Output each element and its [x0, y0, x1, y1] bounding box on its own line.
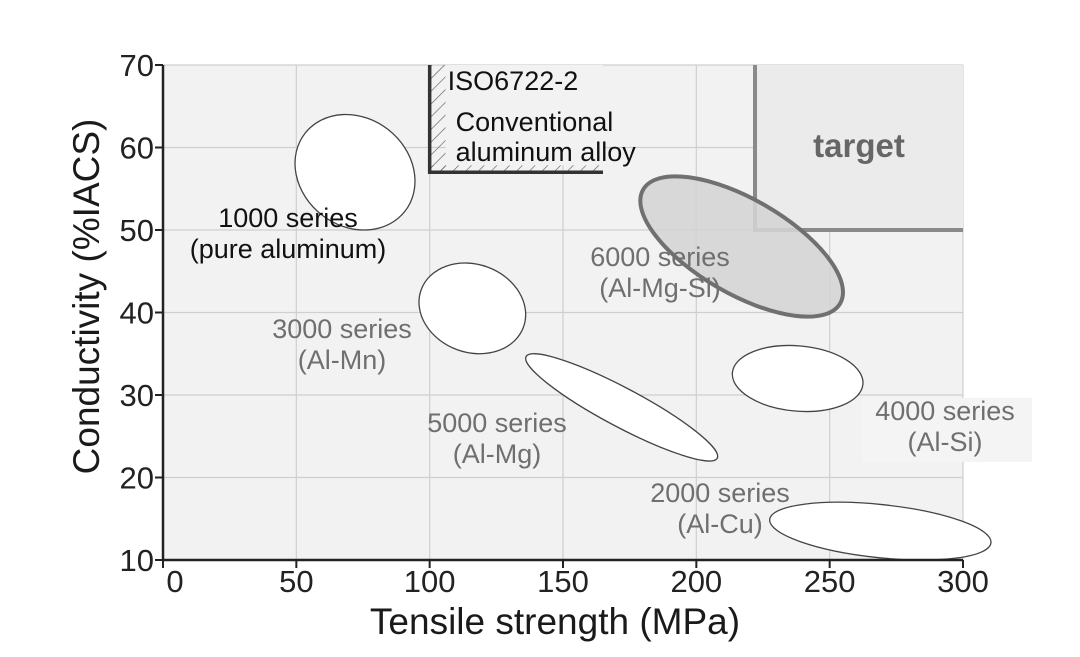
- x-tick-label: 200: [670, 564, 722, 599]
- 3000-series-label-line-2: (Al-Mn): [298, 345, 387, 375]
- 3000-series-label-line-1: 3000 series: [272, 314, 412, 344]
- 1000-series-label-line-1: 1000 series: [218, 203, 358, 233]
- reference-hatch-bottom: [429, 165, 603, 173]
- 6000-series-ellipse: [638, 174, 846, 319]
- y-tick-label: 70: [120, 48, 154, 83]
- target-region: [755, 65, 963, 230]
- y-tick-label: 20: [120, 461, 154, 496]
- 2000-series-ellipse: [769, 501, 992, 561]
- y-tick-label: 30: [120, 378, 154, 413]
- x-tick-label: 250: [804, 564, 856, 599]
- 5000-series-label-line-2: (Al-Mg): [453, 439, 542, 469]
- 6000-series-label-line-2: (Al-Mg-Si): [599, 273, 721, 303]
- reference-hatch-left: [429, 65, 446, 173]
- x-tick-label: 150: [537, 564, 589, 599]
- reference-boundary-line: [427, 65, 603, 174]
- x-tick-label: 50: [279, 564, 313, 599]
- x-tick-label: 100: [404, 564, 456, 599]
- y-tick-label: 10: [120, 543, 154, 578]
- y-tick-label: 50: [120, 213, 154, 248]
- 5000-series-ellipse: [525, 353, 719, 462]
- 6000-series-label-line-1: 6000 series: [590, 242, 730, 272]
- target-label: target: [813, 127, 905, 164]
- y-tick-label: 40: [120, 296, 154, 331]
- 4000-series-ellipse: [731, 344, 864, 413]
- series-4000-label-bg: [862, 398, 1032, 462]
- reference-label-3: aluminum alloy: [456, 137, 637, 167]
- 2000-series-label-line-1: 2000 series: [650, 478, 790, 508]
- 3000-series-ellipse: [418, 262, 527, 355]
- x-axis-title: Tensile strength (MPa): [370, 601, 740, 642]
- reference-label-2: Conventional: [456, 107, 614, 137]
- 1000-series-label-line-2: (pure aluminum): [190, 234, 387, 264]
- 1000-series-ellipse: [294, 113, 416, 231]
- 2000-series-label-line-2: (Al-Cu): [677, 509, 763, 539]
- y-tick-label: 60: [120, 131, 154, 166]
- x-tick-label: 0: [166, 564, 183, 599]
- reference-label-1: ISO6722-2: [448, 66, 579, 96]
- 4000-series-label-line-1: 4000 series: [875, 396, 1015, 426]
- x-tick-label: 300: [937, 564, 989, 599]
- 4000-series-label-line-2: (Al-Si): [908, 427, 983, 457]
- reference-mask: [445, 65, 603, 166]
- 5000-series-label-line-1: 5000 series: [427, 408, 567, 438]
- y-axis-title: Conductivity (%IACS): [66, 119, 107, 475]
